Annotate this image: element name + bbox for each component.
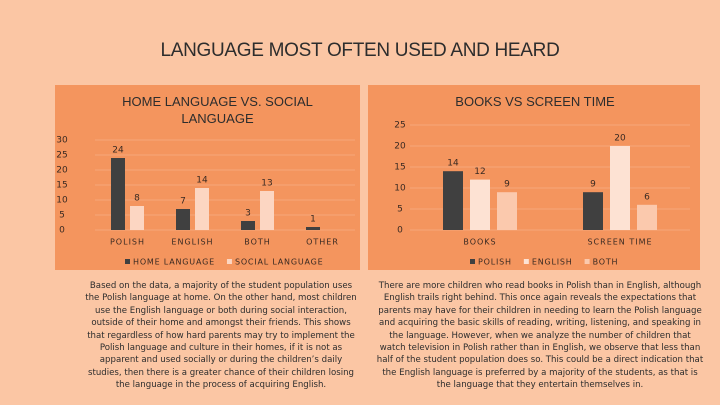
data-label: 8 (134, 194, 140, 204)
data-label: 13 (261, 179, 272, 189)
bar (130, 206, 144, 230)
x-tick-label: POLISH (110, 238, 145, 247)
data-label: 14 (447, 159, 459, 169)
bar (111, 158, 125, 230)
bar (443, 171, 463, 230)
y-tick-label: 15 (394, 163, 405, 173)
data-label: 3 (245, 209, 251, 219)
data-label: 9 (590, 180, 596, 190)
paragraph: Based on the data, a majority of the stu… (85, 281, 357, 391)
y-tick-label: 25 (56, 151, 67, 161)
chart-panel (368, 85, 700, 270)
y-tick-label: 30 (56, 136, 68, 146)
y-tick-label: 10 (56, 196, 68, 206)
data-label: 20 (614, 134, 626, 144)
legend-swatch (226, 259, 232, 264)
data-label: 7 (180, 197, 186, 207)
bar (497, 192, 517, 230)
paragraph: There are more children who read books i… (376, 281, 704, 391)
y-tick-label: 5 (59, 211, 65, 221)
slide-title: LANGUAGE MOST OFTEN USED AND HEARD (160, 40, 560, 61)
legend-label: SOCIAL LANGUAGE (235, 258, 324, 267)
y-tick-label: 0 (59, 226, 65, 236)
legend-swatch (470, 259, 475, 264)
data-label: 12 (474, 167, 485, 177)
x-tick-label: OTHER (306, 238, 339, 247)
y-tick-label: 0 (397, 226, 403, 236)
chart-title: HOME LANGUAGE VS. SOCIAL LANGUAGE (122, 94, 313, 126)
bar (470, 179, 490, 230)
data-label: 6 (644, 192, 650, 202)
x-tick-label: ENGLISH (171, 238, 213, 247)
x-tick-label: BOTH (244, 238, 271, 247)
legend-swatch (523, 259, 529, 264)
legend-label: ENGLISH (532, 258, 573, 267)
bar (583, 192, 603, 230)
bar (195, 188, 209, 230)
bar (637, 204, 657, 230)
x-tick-label: SCREEN TIME (587, 238, 652, 247)
data-label: 9 (504, 180, 510, 190)
bar (610, 146, 630, 230)
data-label: 14 (196, 176, 208, 186)
legend-swatch (584, 259, 590, 264)
y-tick-label: 20 (56, 166, 68, 176)
y-tick-label: 10 (394, 184, 406, 194)
data-label: 24 (112, 146, 124, 156)
bar (176, 209, 190, 230)
bar (306, 227, 320, 230)
chart-panel (55, 85, 360, 270)
legend-label: BOTH (593, 258, 619, 267)
y-tick-label: 15 (56, 181, 67, 191)
y-tick-label: 20 (394, 142, 406, 152)
legend-label: POLISH (478, 258, 512, 267)
y-tick-label: 5 (397, 205, 403, 215)
legend-label: HOME LANGUAGE (133, 258, 215, 267)
y-tick-label: 25 (394, 121, 405, 131)
bar (260, 191, 274, 230)
data-label: 1 (310, 215, 316, 225)
bar (241, 221, 255, 230)
x-tick-label: BOOKS (463, 238, 496, 247)
chart-title: BOOKS VS SCREEN TIME (455, 94, 615, 109)
legend-swatch (125, 259, 130, 264)
